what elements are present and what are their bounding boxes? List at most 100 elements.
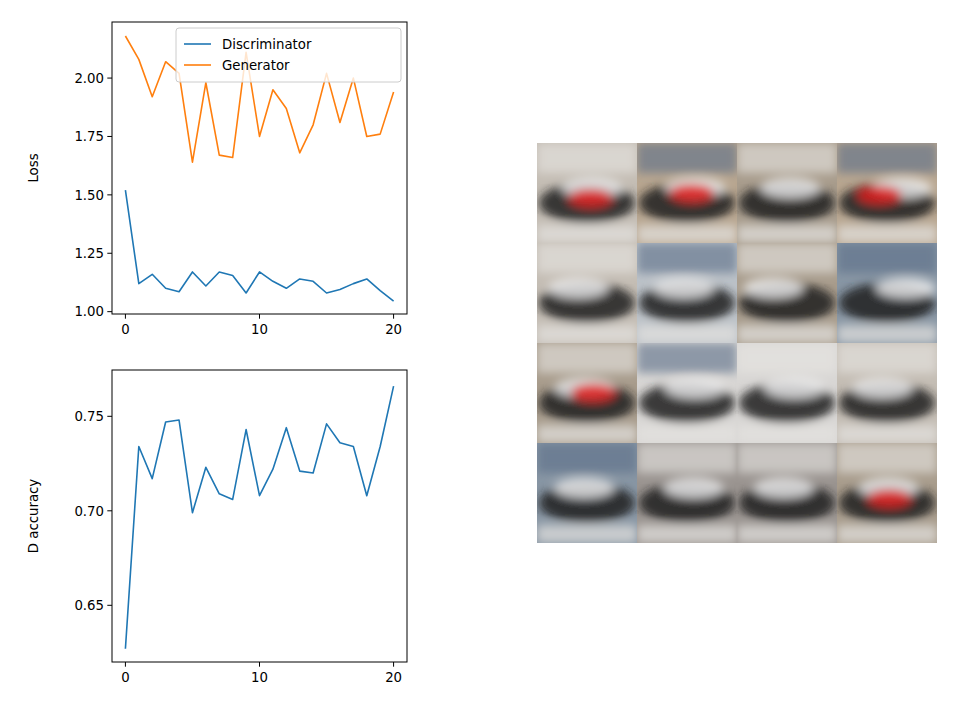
tile-content — [637, 243, 737, 343]
x-tick-label: 10 — [251, 322, 268, 337]
tile-ground — [637, 525, 737, 543]
y-axis-label: Loss — [26, 153, 41, 182]
tile-ground — [737, 225, 837, 243]
tile-bg — [637, 143, 737, 243]
generated-sample — [837, 443, 937, 543]
tile-content — [837, 443, 937, 543]
tile-red — [867, 489, 911, 507]
y-tick — [107, 311, 112, 312]
tile-bg — [837, 143, 937, 243]
generated-sample — [737, 343, 837, 443]
generated-sample — [837, 143, 937, 243]
tile-sky — [837, 143, 937, 173]
tile-content — [637, 143, 737, 243]
x-tick-label: 0 — [121, 670, 129, 685]
tile-highlight — [852, 378, 912, 398]
legend-frame — [176, 28, 401, 82]
tile-bg — [637, 243, 737, 343]
legend-swatch — [184, 64, 211, 66]
tile-bg — [837, 243, 937, 343]
tile-blobs — [737, 443, 837, 543]
tile-blobs — [537, 443, 637, 543]
tile-highlight — [654, 278, 714, 298]
tile-blobs — [837, 243, 937, 343]
tile-blobs — [737, 243, 837, 343]
y-tick-label: 1.50 — [74, 188, 104, 203]
y-tick — [107, 605, 112, 606]
tile-blobs — [637, 343, 737, 443]
tile-ground — [537, 525, 637, 543]
y-tick-label: 2.00 — [74, 71, 104, 86]
tile-bg — [737, 243, 837, 343]
generated-sample — [537, 443, 637, 543]
generated-sample — [737, 243, 837, 343]
y-axis-label: D accuracy — [26, 479, 41, 554]
y-tick — [107, 194, 112, 195]
tile-content — [837, 243, 937, 343]
x-tick — [125, 314, 126, 319]
x-tick-label: 0 — [121, 322, 129, 337]
chart: 010201.001.251.501.752.00LossDiscriminat… — [26, 22, 407, 337]
y-tick-label: 0.65 — [74, 598, 104, 613]
y-tick-label: 1.75 — [74, 129, 104, 144]
tile-bg — [737, 443, 837, 543]
x-tick-label: 20 — [385, 670, 402, 685]
tile-sky — [537, 443, 637, 473]
tile-highlight — [665, 378, 725, 398]
generated-sample — [637, 343, 737, 443]
tile-content — [737, 243, 837, 343]
background — [0, 0, 960, 720]
tile-blobs — [737, 343, 837, 443]
tile-blobs — [837, 343, 937, 443]
tile-content — [737, 443, 837, 543]
tile-sky — [637, 443, 737, 473]
tile-bg — [537, 343, 637, 443]
tile-ground — [637, 325, 737, 343]
x-tick — [259, 314, 260, 319]
tile-highlight — [760, 178, 820, 198]
tile-blobs — [837, 143, 937, 243]
tile-red — [670, 184, 714, 202]
tile-ground — [637, 225, 737, 243]
tile-ground — [737, 425, 837, 443]
tile-sky — [537, 143, 637, 173]
generated-sample — [637, 143, 737, 243]
plot-area — [125, 386, 393, 649]
tile-bg — [537, 143, 637, 243]
tile-content — [637, 443, 737, 543]
legend-swatch — [184, 43, 211, 45]
tile-blobs — [537, 143, 637, 243]
tile-content — [537, 143, 637, 243]
generated-sample — [537, 243, 637, 343]
tile-sky — [537, 343, 637, 373]
tile-blobs — [737, 143, 837, 243]
generated-sample — [737, 143, 837, 243]
tile-ground — [737, 525, 837, 543]
tile-sky — [737, 143, 837, 173]
tile-content — [837, 343, 937, 443]
y-tick — [107, 416, 112, 417]
tile-ground — [637, 425, 737, 443]
y-tick — [107, 136, 112, 137]
tile-blobs — [537, 343, 637, 443]
tile-content — [537, 243, 637, 343]
tile-bg — [737, 143, 837, 243]
tile-sky — [637, 243, 737, 273]
tile-ground — [837, 325, 937, 343]
tile-sky — [837, 343, 937, 373]
tile-content — [737, 143, 837, 243]
tile-highlight — [554, 478, 614, 498]
axes-frame — [112, 370, 407, 662]
generated-sample — [637, 243, 737, 343]
tile-ground — [537, 325, 637, 343]
tile-sky — [837, 443, 937, 473]
x-tick — [393, 662, 394, 667]
legend-label: Discriminator — [222, 37, 312, 52]
x-tick-label: 20 — [385, 322, 402, 337]
generated-sample — [837, 243, 937, 343]
y-tick — [107, 253, 112, 254]
tile-ground — [837, 525, 937, 543]
y-tick-label: 1.25 — [74, 246, 104, 261]
y-tick-label: 0.70 — [74, 504, 104, 519]
y-tick — [107, 78, 112, 79]
